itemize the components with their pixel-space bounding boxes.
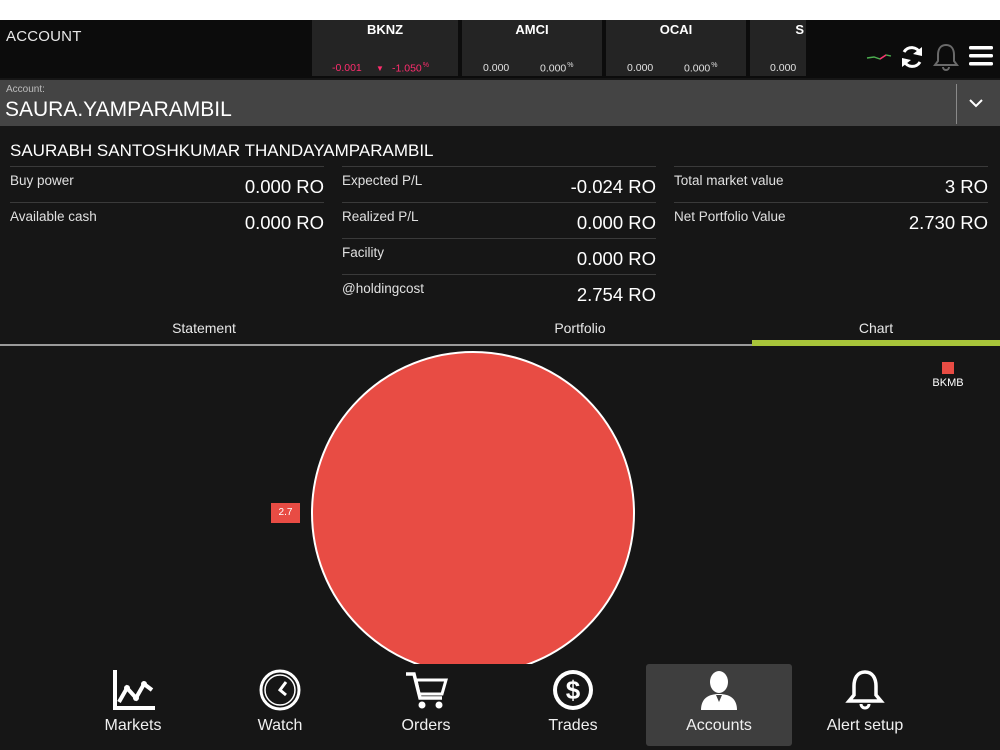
bottom-nav [0, 664, 1000, 750]
ticker-change: -0.001 [332, 62, 362, 74]
nav-label: Watch [257, 717, 303, 734]
account-select-value: SAURA.YAMPARAMBIL [5, 98, 232, 121]
bell-icon[interactable] [932, 42, 960, 72]
tab-portfolio[interactable]: Portfolio [554, 320, 606, 336]
summary-label: Realized P/L [342, 209, 419, 224]
summary-label: Facility [342, 245, 385, 260]
clock-icon [259, 669, 301, 711]
nav-watch[interactable]: Watch [207, 664, 353, 746]
down-arrow-icon: ▼ [376, 64, 384, 73]
nav-markets[interactable]: Markets [60, 664, 206, 746]
pie-slice-bkmb[interactable] [311, 351, 635, 664]
nav-trades[interactable]: $ Trades [500, 664, 646, 746]
ticker-symbol: S [795, 22, 804, 37]
chevron-down-icon[interactable] [967, 94, 985, 112]
summary-column-3: Total market value 3 RO Net Portfolio Va… [674, 166, 988, 238]
account-select-label: Account: [6, 84, 45, 95]
ticker-change: 0.000 [483, 62, 510, 74]
summary-row: Expected P/L -0.024 RO [342, 166, 656, 202]
ticker-change: 0.000 [627, 62, 654, 74]
summary-column-2: Expected P/L -0.024 RO Realized P/L 0.00… [342, 166, 656, 310]
summary-value: 3 RO [944, 176, 988, 197]
ticker-change-pct: 0.000% [540, 62, 574, 75]
summary-row: Available cash 0.000 RO [10, 202, 324, 238]
summary-row: Net Portfolio Value 2.730 RO [674, 202, 988, 238]
summary-label: Net Portfolio Value [674, 209, 786, 224]
svg-text:$: $ [566, 675, 581, 705]
nav-label: Markets [104, 717, 162, 734]
legend-label: BKMB [932, 377, 964, 389]
ticker-symbol: BKNZ [366, 22, 404, 37]
summary-value: -0.024 RO [570, 176, 656, 197]
summary-row: Facility 0.000 RO [342, 238, 656, 274]
refresh-icon[interactable] [898, 43, 926, 71]
summary-row: Buy power 0.000 RO [10, 166, 324, 202]
summary-label: Expected P/L [342, 173, 423, 188]
summary-label: @holdingcost [342, 281, 425, 296]
pie-data-label: 2.7 [271, 503, 300, 523]
ticker-change: 0.000 [770, 62, 797, 74]
nav-label: Accounts [686, 717, 752, 734]
account-select[interactable]: Account: SAURA.YAMPARAMBIL [0, 80, 1000, 126]
divider [956, 84, 957, 124]
page-title: ACCOUNT [6, 28, 82, 45]
cart-icon [406, 672, 448, 709]
summary-row: @holdingcost 2.754 RO [342, 274, 656, 310]
tab-chart[interactable]: Chart [858, 320, 894, 336]
bell-icon [845, 670, 885, 710]
summary-value: 0.000 RO [576, 212, 656, 233]
tab-active-indicator [752, 340, 1000, 346]
ticker-change-pct: 0.000% [684, 62, 718, 75]
user-icon [701, 671, 737, 710]
nav-orders[interactable]: Orders [353, 664, 499, 746]
account-holder-name: SAURABH SANTOSHKUMAR THANDAYAMPARAMBIL [10, 141, 434, 160]
pie-chart [311, 351, 635, 664]
dollar-icon: $ [553, 670, 593, 710]
summary-column-1: Buy power 0.000 RO Available cash 0.000 … [10, 166, 324, 238]
summary-value: 0.000 RO [244, 176, 324, 197]
nav-alert-setup[interactable]: Alert setup [792, 664, 938, 746]
nav-label: Alert setup [826, 717, 904, 734]
line-chart-icon [113, 670, 155, 710]
summary-label: Total market value [674, 173, 784, 188]
nav-accounts[interactable]: Accounts [646, 664, 792, 746]
tab-underline [0, 344, 752, 346]
ticker-symbol: AMCI [515, 22, 549, 37]
ticker-amci[interactable]: AMCI 0.000 0.000% [462, 20, 602, 76]
ticker-change-pct: -1.050% [392, 62, 430, 75]
summary-row: Total market value 3 RO [674, 166, 988, 202]
summary-value: 2.754 RO [576, 284, 656, 305]
ticker-bknz[interactable]: BKNZ -0.001 ▼ -1.050% [312, 20, 458, 76]
mini-chart-icon[interactable] [866, 50, 892, 62]
summary-value: 0.000 RO [576, 248, 656, 269]
ticker-ocai[interactable]: OCAI 0.000 0.000% [606, 20, 746, 76]
ticker-partial[interactable]: S 0.000 [750, 20, 806, 76]
summary-row: Realized P/L 0.000 RO [342, 202, 656, 238]
summary-label: Available cash [10, 209, 97, 224]
nav-label: Trades [548, 717, 598, 734]
legend-swatch [942, 362, 954, 374]
nav-label: Orders [401, 717, 451, 734]
menu-icon[interactable] [967, 44, 995, 68]
summary-value: 2.730 RO [908, 212, 988, 233]
summary-value: 0.000 RO [244, 212, 324, 233]
ticker-symbol: OCAI [659, 22, 693, 37]
tab-statement[interactable]: Statement [172, 320, 236, 336]
summary-label: Buy power [10, 173, 74, 188]
